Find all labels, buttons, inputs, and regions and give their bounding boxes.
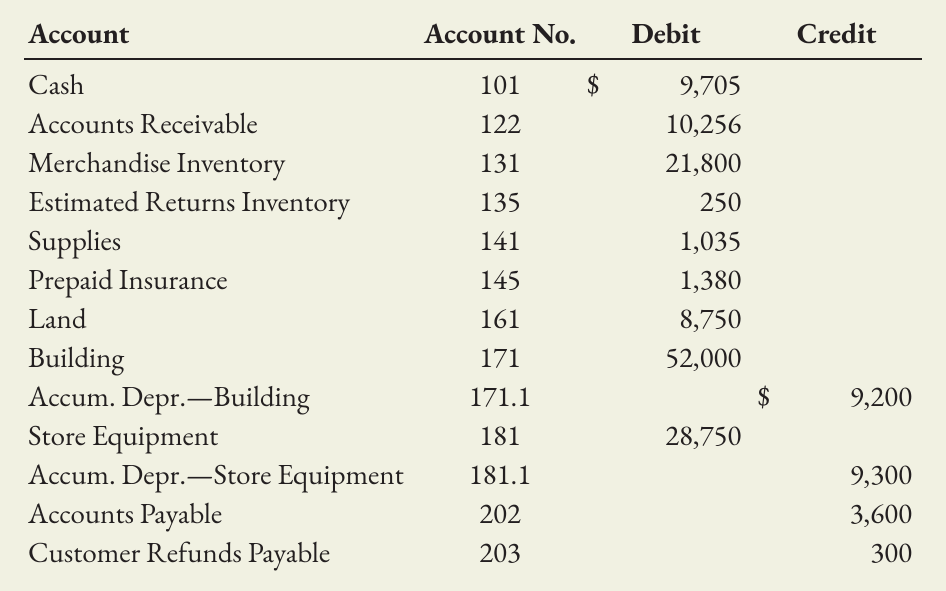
cell-debit-currency (581, 377, 617, 416)
cell-credit-currency (751, 494, 787, 533)
cell-account-no: 171 (419, 338, 581, 377)
cell-account: Supplies (24, 221, 419, 260)
cell-credit-currency (751, 260, 787, 299)
cell-debit (617, 494, 752, 533)
cell-account: Store Equipment (24, 416, 419, 455)
cell-credit (787, 104, 922, 143)
table-row: Cash 101 $ 9,705 (24, 59, 922, 104)
cell-debit-currency: $ (581, 59, 617, 104)
table-header-row: Account Account No. Debit Credit (24, 12, 922, 59)
cell-debit: 1,035 (617, 221, 752, 260)
col-header-account-no: Account No. (419, 12, 581, 59)
cell-debit (617, 455, 752, 494)
cell-account-no: 122 (419, 104, 581, 143)
cell-credit-currency (751, 143, 787, 182)
cell-account: Accum. Depr.—Building (24, 377, 419, 416)
cell-debit: 9,705 (617, 59, 752, 104)
cell-credit (787, 260, 922, 299)
cell-credit-currency (751, 416, 787, 455)
cell-credit-currency (751, 182, 787, 221)
table-row: Customer Refunds Payable 203 300 (24, 533, 922, 572)
cell-debit-currency (581, 143, 617, 182)
cell-credit-currency (751, 338, 787, 377)
table-row: Merchandise Inventory 131 21,800 (24, 143, 922, 182)
table-row: Supplies 141 1,035 (24, 221, 922, 260)
col-header-account: Account (24, 12, 419, 59)
cell-credit-currency (751, 221, 787, 260)
table-body: Cash 101 $ 9,705 Accounts Receivable 122… (24, 59, 922, 572)
cell-credit-currency (751, 533, 787, 572)
cell-credit (787, 182, 922, 221)
cell-credit: 9,200 (787, 377, 922, 416)
cell-credit: 300 (787, 533, 922, 572)
trial-balance-table: Account Account No. Debit Credit Cash 10… (24, 12, 922, 572)
table-row: Accum. Depr.—Building 171.1 $ 9,200 (24, 377, 922, 416)
table-row: Building 171 52,000 (24, 338, 922, 377)
cell-debit: 8,750 (617, 299, 752, 338)
cell-debit: 21,800 (617, 143, 752, 182)
cell-credit (787, 221, 922, 260)
cell-account-no: 101 (419, 59, 581, 104)
cell-credit (787, 338, 922, 377)
cell-account: Merchandise Inventory (24, 143, 419, 182)
cell-debit-currency (581, 104, 617, 143)
cell-account-no: 161 (419, 299, 581, 338)
cell-credit: 9,300 (787, 455, 922, 494)
cell-credit-currency (751, 104, 787, 143)
cell-account: Accounts Receivable (24, 104, 419, 143)
cell-credit-currency (751, 455, 787, 494)
cell-debit: 1,380 (617, 260, 752, 299)
cell-account-no: 202 (419, 494, 581, 533)
cell-account: Land (24, 299, 419, 338)
cell-debit-currency (581, 182, 617, 221)
cell-debit (617, 377, 752, 416)
cell-credit (787, 299, 922, 338)
cell-debit-currency (581, 260, 617, 299)
cell-debit-currency (581, 455, 617, 494)
table-row: Estimated Returns Inventory 135 250 (24, 182, 922, 221)
cell-debit-currency (581, 416, 617, 455)
cell-credit-currency (751, 59, 787, 104)
cell-account-no: 203 (419, 533, 581, 572)
table-row: Store Equipment 181 28,750 (24, 416, 922, 455)
cell-account: Estimated Returns Inventory (24, 182, 419, 221)
cell-credit (787, 416, 922, 455)
cell-account: Building (24, 338, 419, 377)
cell-debit: 28,750 (617, 416, 752, 455)
table-row: Accounts Payable 202 3,600 (24, 494, 922, 533)
cell-credit-currency (751, 299, 787, 338)
cell-account-no: 131 (419, 143, 581, 182)
cell-credit: 3,600 (787, 494, 922, 533)
cell-account-no: 141 (419, 221, 581, 260)
cell-credit (787, 59, 922, 104)
cell-account: Customer Refunds Payable (24, 533, 419, 572)
cell-account: Accounts Payable (24, 494, 419, 533)
cell-debit-currency (581, 533, 617, 572)
cell-account: Prepaid Insurance (24, 260, 419, 299)
cell-account-no: 145 (419, 260, 581, 299)
col-header-credit: Credit (751, 12, 922, 59)
cell-account-no: 181 (419, 416, 581, 455)
table-row: Land 161 8,750 (24, 299, 922, 338)
cell-debit: 52,000 (617, 338, 752, 377)
table-row: Accounts Receivable 122 10,256 (24, 104, 922, 143)
cell-account-no: 135 (419, 182, 581, 221)
cell-credit-currency: $ (751, 377, 787, 416)
cell-account-no: 181.1 (419, 455, 581, 494)
cell-debit-currency (581, 338, 617, 377)
table-row: Prepaid Insurance 145 1,380 (24, 260, 922, 299)
cell-debit (617, 533, 752, 572)
cell-debit-currency (581, 299, 617, 338)
table-row: Accum. Depr.—Store Equipment 181.1 9,300 (24, 455, 922, 494)
col-header-debit: Debit (581, 12, 752, 59)
cell-debit-currency (581, 494, 617, 533)
cell-account: Cash (24, 59, 419, 104)
cell-account: Accum. Depr.—Store Equipment (24, 455, 419, 494)
cell-credit (787, 143, 922, 182)
cell-account-no: 171.1 (419, 377, 581, 416)
cell-debit-currency (581, 221, 617, 260)
cell-debit: 250 (617, 182, 752, 221)
cell-debit: 10,256 (617, 104, 752, 143)
